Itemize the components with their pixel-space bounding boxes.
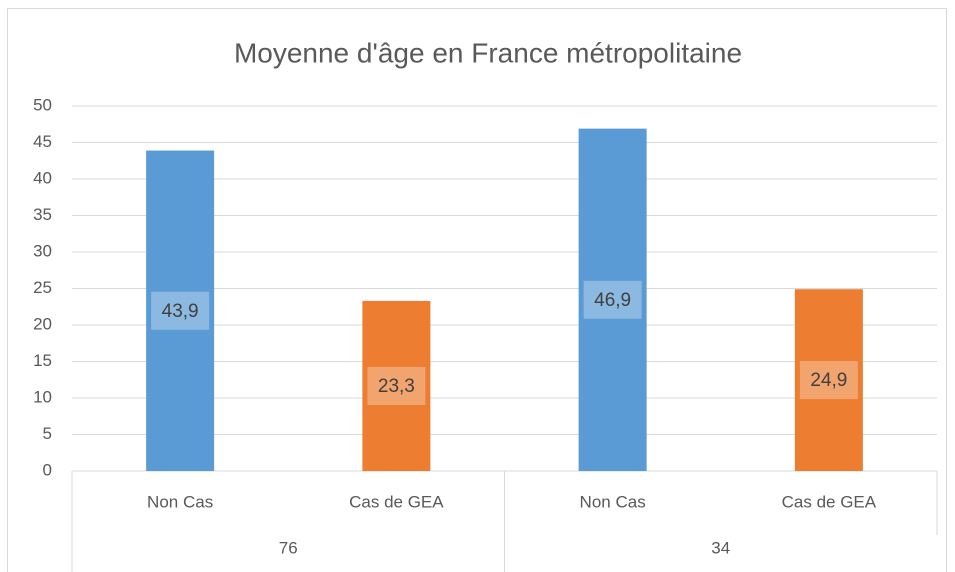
y-tick-label: 40: [33, 168, 52, 187]
bar: [146, 150, 215, 471]
data-label-box: [799, 361, 858, 400]
group-label: 76: [279, 538, 298, 557]
data-label: 23,3: [378, 376, 415, 397]
y-tick-label: 10: [33, 387, 52, 406]
y-tick-label: 30: [33, 241, 52, 260]
data-label-box: [367, 366, 426, 405]
y-tick-label: 20: [33, 314, 52, 333]
data-label-box: [151, 291, 210, 330]
bar: [794, 289, 863, 471]
bar: [578, 128, 647, 471]
x-tick-label: Cas de GEA: [349, 492, 444, 511]
x-tick-label: Non Cas: [580, 492, 646, 511]
data-label: 46,9: [594, 290, 631, 311]
x-tick-label: Non Cas: [147, 492, 213, 511]
data-label-box: [583, 280, 642, 319]
y-tick-label: 5: [43, 424, 52, 443]
y-tick-label: 0: [43, 460, 52, 479]
bar: [362, 300, 431, 471]
y-tick-label: 45: [33, 132, 52, 151]
y-tick-label: 50: [33, 95, 52, 114]
data-label: 24,9: [810, 370, 847, 391]
y-tick-label: 35: [33, 205, 52, 224]
group-label: 34: [711, 538, 730, 557]
chart-title: Moyenne d'âge en France métropolitaine: [234, 37, 742, 68]
x-tick-label: Cas de GEA: [782, 492, 877, 511]
y-tick-label: 15: [33, 351, 52, 370]
y-tick-label: 25: [33, 278, 52, 297]
data-label: 43,9: [162, 301, 199, 322]
